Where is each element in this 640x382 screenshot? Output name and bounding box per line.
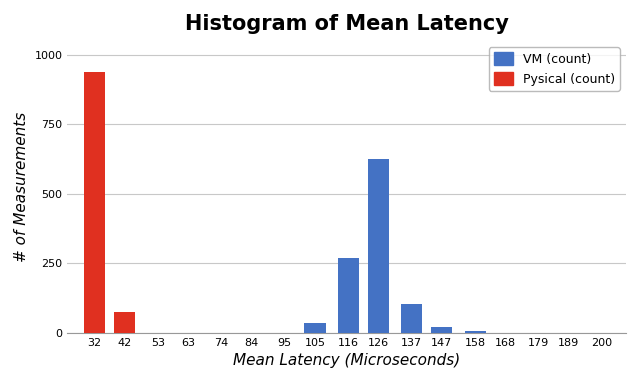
Bar [338,258,359,333]
Bar [305,323,326,333]
Bar [431,327,452,333]
Bar [84,71,105,333]
Bar [368,159,389,333]
Bar [401,304,422,333]
Title: Histogram of Mean Latency: Histogram of Mean Latency [185,14,509,34]
Legend: VM (count), Pysical (count): VM (count), Pysical (count) [489,47,620,91]
Y-axis label: # of Measurements: # of Measurements [14,112,29,262]
X-axis label: Mean Latency (Microseconds): Mean Latency (Microseconds) [233,353,460,368]
Bar [114,312,135,333]
Bar [465,331,486,333]
